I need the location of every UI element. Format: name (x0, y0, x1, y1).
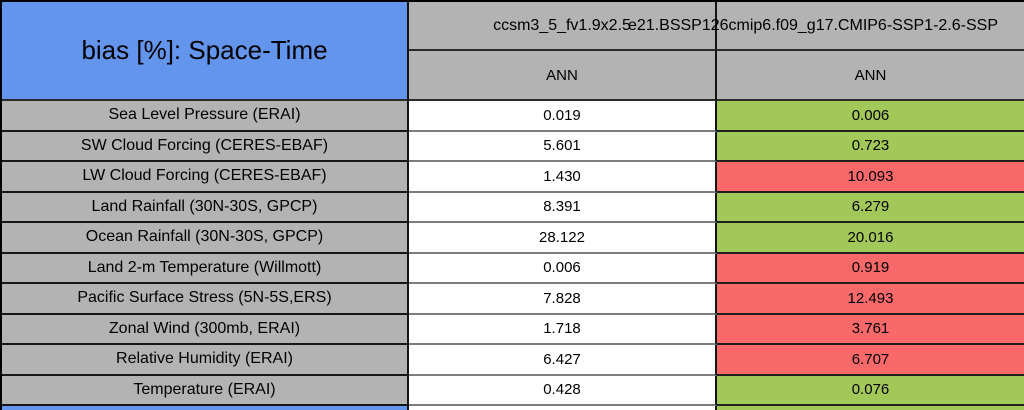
row-label: Land 2-m Temperature (Willmott) (2, 253, 409, 284)
row-label: Relative Humidity (ERAI) (2, 345, 409, 376)
value-cell-m1: 0.019 (409, 101, 717, 132)
value-cell-m1: 8.391 (409, 192, 717, 223)
row-label: Zonal Wind (300mb, ERAI) (2, 314, 409, 345)
value-cell-m1: 0.428 (409, 375, 717, 406)
row-label: SW Cloud Forcing (CERES-EBAF) (2, 131, 409, 162)
value-cell-m2: 10.093 (717, 162, 1024, 193)
value-cell-m2: 0.723 (717, 131, 1024, 162)
value-cell-m2: 3.761 (717, 314, 1024, 345)
season-label-1: ANN (546, 66, 578, 84)
value-cell-m2: 20.016 (717, 223, 1024, 254)
row-label: Ocean Rainfall (30N-30S, GPCP) (2, 223, 409, 254)
next-section-sliver-m1 (409, 406, 717, 410)
value-cell-m2: 6.279 (717, 192, 1024, 223)
model-name-1: ccsm3_5_fv1.9x2.5 (493, 16, 631, 34)
model-header-2: e21.BSSP126cmip6.f09_g17.CMIP6-SSP1-2.6-… (628, 2, 1024, 51)
value-cell-m1: 6.427 (409, 345, 717, 376)
row-label: Temperature (ERAI) (2, 375, 409, 406)
value-cell-m2: 0.006 (717, 101, 1024, 132)
value-cell-m2: 0.919 (717, 253, 1024, 284)
next-section-sliver-m2 (717, 406, 1024, 410)
season-header-2: ANN (717, 51, 1024, 101)
model-name-2: e21.BSSP126cmip6.f09_g17.CMIP6-SSP1-2.6-… (628, 16, 998, 34)
value-cell-m1: 28.122 (409, 223, 717, 254)
model-header-1: ccsm3_5_fv1.9x2.5 (409, 2, 717, 51)
row-label: Pacific Surface Stress (5N-5S,ERS) (2, 284, 409, 315)
next-section-title-sliver (2, 406, 409, 410)
season-label-2: ANN (854, 66, 887, 84)
value-cell-m2: 12.493 (717, 284, 1024, 315)
value-cell-m1: 5.601 (409, 131, 717, 162)
value-cell-m1: 7.828 (409, 284, 717, 315)
row-label: LW Cloud Forcing (CERES-EBAF) (2, 162, 409, 193)
section-title-cell: bias [%]: Space-Time (2, 2, 409, 101)
value-cell-m1: 1.718 (409, 314, 717, 345)
row-label: Land Rainfall (30N-30S, GPCP) (2, 192, 409, 223)
value-cell-m2: 0.076 (717, 375, 1024, 406)
value-cell-m1: 1.430 (409, 162, 717, 193)
value-cell-m1: 0.006 (409, 253, 717, 284)
season-header-1: ANN (409, 51, 717, 101)
section-title: bias [%]: Space-Time (81, 35, 328, 65)
value-cell-m2: 6.707 (717, 345, 1024, 376)
row-label: Sea Level Pressure (ERAI) (2, 101, 409, 132)
